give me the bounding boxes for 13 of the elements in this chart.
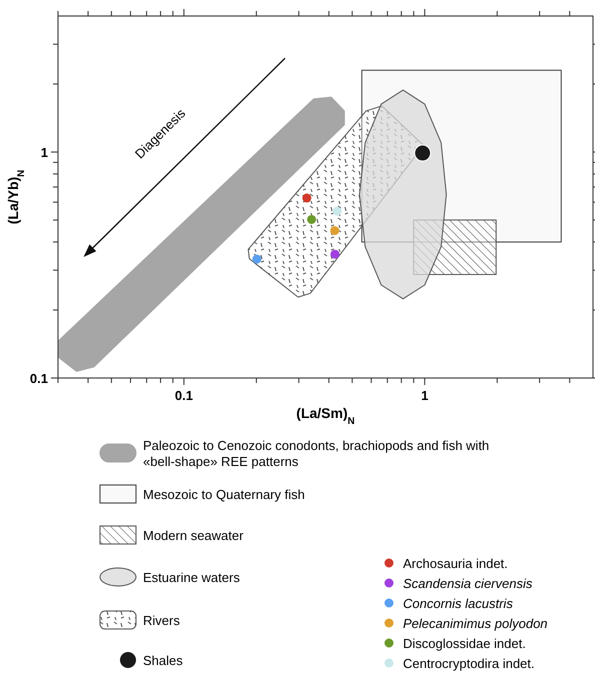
- legend-label: Centrocryptodira indet.: [403, 656, 535, 671]
- legend-label: Mesozoic to Quaternary fish: [143, 487, 305, 502]
- legend-label: Shales: [143, 653, 184, 668]
- legend-label: Discoglossidae indet.: [403, 636, 526, 651]
- legend-label: Archosauria indet.: [403, 556, 508, 571]
- legend-label: Scandensia ciervensis: [403, 576, 533, 591]
- legend-label: Concornis lacustris: [403, 596, 514, 611]
- x-axis-title: (La/Sm)$_{N}$: [296, 405, 355, 426]
- legend-label: Rivers: [143, 613, 180, 628]
- legend-label: Modern seawater: [143, 528, 244, 543]
- legend-label: Pelecanimimus polyodon: [403, 616, 548, 631]
- legend-label: Estuarine waters: [143, 570, 240, 585]
- legend-label: Paleozoic to Cenozoic conodonts, brachiopods and fish with «bell-shape» REE patterns: [143, 438, 490, 469]
